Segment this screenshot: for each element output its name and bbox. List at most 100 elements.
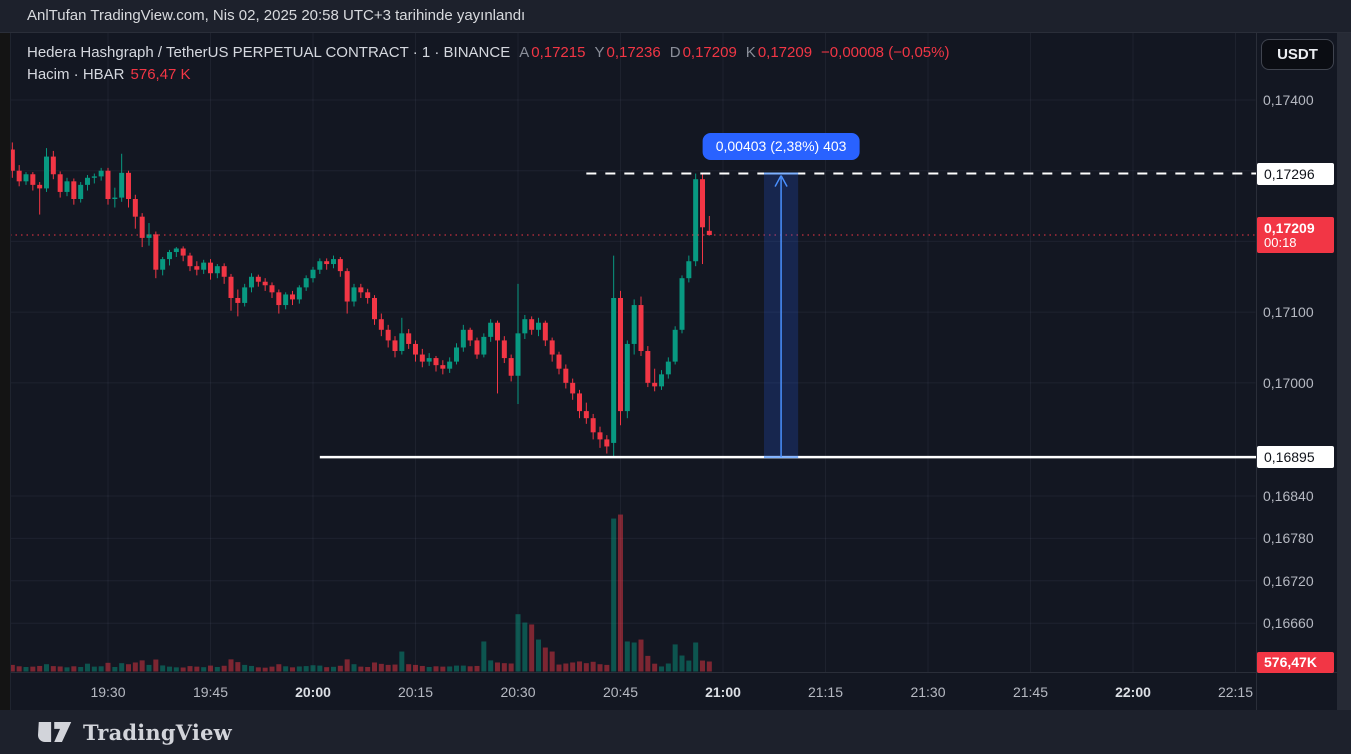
volume-bar <box>324 667 330 672</box>
ohlc-values: A 0,17215 Y 0,17236 D 0,17209 K 0,17209 <box>510 44 812 61</box>
volume-bar <box>289 667 295 672</box>
volume-bar <box>583 663 589 672</box>
volume-bar <box>125 664 131 672</box>
volume-bar <box>207 665 213 672</box>
candlestick <box>378 319 384 330</box>
plot-area[interactable] <box>10 33 1256 672</box>
volume-bar <box>98 666 104 672</box>
candlestick <box>535 322 541 330</box>
volume-bar <box>365 666 371 672</box>
candlestick <box>563 368 569 383</box>
candlestick <box>139 216 145 238</box>
volume-bar <box>378 663 384 672</box>
candlestick <box>508 358 514 376</box>
volume-bar <box>180 667 186 672</box>
volume-bar <box>160 665 166 672</box>
candlestick <box>645 351 651 383</box>
candlestick <box>30 174 36 185</box>
volume-bar <box>658 666 664 672</box>
volume-bar <box>426 666 432 672</box>
candlestick <box>460 329 466 348</box>
volume-bar <box>228 659 234 672</box>
volume-bar <box>371 662 377 672</box>
volume-bar <box>515 614 521 672</box>
volume-bar <box>494 662 500 672</box>
candlestick <box>221 266 227 277</box>
volume-bar <box>153 659 159 672</box>
candlestick <box>590 418 596 433</box>
arrow-up-icon <box>774 175 788 187</box>
volume-bar <box>194 666 200 672</box>
candlestick <box>214 266 220 274</box>
candlestick <box>631 305 637 344</box>
volume-bar <box>597 664 603 672</box>
volume-bar <box>460 665 466 672</box>
symbol-title[interactable]: Hedera Hashgraph / TetherUS PERPETUAL CO… <box>27 44 511 61</box>
candlestick <box>50 156 56 175</box>
candlestick <box>310 269 316 279</box>
tradingview-wordmark[interactable]: TradingView <box>83 719 232 745</box>
time-axis-label: 20:15 <box>397 684 433 700</box>
time-axis-label: 21:00 <box>705 684 741 700</box>
volume-bar <box>440 666 446 672</box>
candlestick <box>57 174 63 192</box>
volume-bar <box>330 666 336 672</box>
ohlc-letter: K <box>745 44 756 61</box>
candlestick <box>276 292 282 306</box>
volume-bar <box>78 666 84 672</box>
candlestick <box>365 292 371 298</box>
volume-bar <box>201 667 207 672</box>
volume-bar <box>139 660 145 672</box>
candlestick <box>522 319 528 334</box>
candlestick <box>194 266 200 270</box>
time-axis-label: 22:15 <box>1217 684 1253 700</box>
volume-bar <box>693 642 699 672</box>
measurement-box[interactable] <box>763 173 799 458</box>
candlestick <box>351 287 357 302</box>
price-axis-label: 0,16840 <box>1263 487 1314 504</box>
candlestick <box>317 261 323 270</box>
volume-bar <box>542 647 548 672</box>
ohlc-letter: Y <box>594 44 605 61</box>
symbol-header: Hedera Hashgraph / TetherUS PERPETUAL CO… <box>27 43 949 85</box>
volume-bar <box>30 666 36 672</box>
symbol-header-row-2: Hacim · HBAR 576,47 K <box>27 65 949 85</box>
candlestick <box>105 170 111 200</box>
volume-axis-label: 576,47K <box>1257 652 1334 673</box>
candlestick <box>617 297 623 412</box>
volume-row-label[interactable]: Hacim · HBAR <box>27 66 125 83</box>
volume-bar <box>590 661 596 672</box>
candlestick <box>173 248 179 253</box>
candlestick <box>324 261 330 265</box>
volume-bar <box>187 666 193 672</box>
measurement-tooltip: 0,00403 (2,38%) 403 <box>702 133 860 160</box>
volume-bar <box>385 664 391 672</box>
price-level-label: 0,17296 <box>1257 162 1334 185</box>
volume-bar <box>248 665 254 672</box>
candlestick <box>64 181 70 192</box>
tradingview-logo-icon[interactable] <box>38 721 72 743</box>
candlestick <box>269 285 275 293</box>
volume-bar <box>672 644 678 672</box>
volume-bar <box>57 666 63 672</box>
volume-bar <box>604 664 610 672</box>
candlestick <box>699 179 705 228</box>
volume-bar <box>638 639 644 672</box>
time-axis-label: 22:00 <box>1115 684 1151 700</box>
volume-bar <box>16 666 22 672</box>
candlestick <box>344 271 350 302</box>
volume-bar <box>508 663 514 672</box>
candlestick <box>166 252 172 260</box>
volume-bar <box>399 651 405 672</box>
candlestick <box>303 278 309 288</box>
volume-bar <box>563 663 569 672</box>
candlestick <box>406 333 412 344</box>
volume-bar <box>283 666 289 672</box>
candlestick <box>289 294 295 300</box>
volume-bar <box>85 663 91 672</box>
candlestick <box>658 374 664 387</box>
volume-bar <box>501 663 507 672</box>
ohlc-letter: D <box>669 44 681 61</box>
currency-toggle-button[interactable]: USDT <box>1261 39 1334 70</box>
